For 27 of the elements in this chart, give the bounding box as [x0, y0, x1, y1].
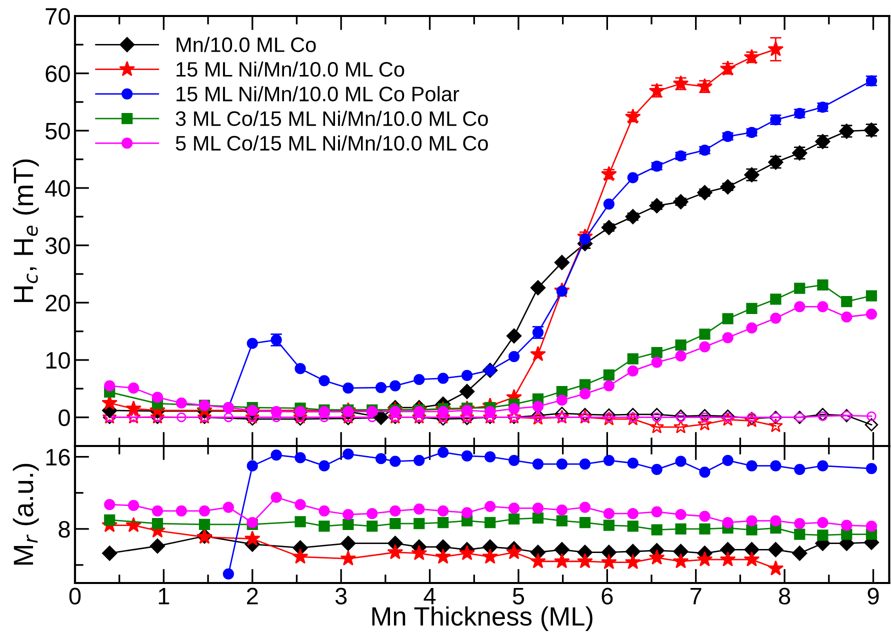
y-axis-title: H$_{c}$, H$_{e}$ (mT)	[12, 159, 39, 302]
y-tick-label: 0	[58, 409, 70, 426]
x-axis-title: Mn Thickness (ML)	[372, 606, 592, 631]
y-tick-label: 10	[46, 352, 70, 369]
x-tick-label: 3	[335, 588, 347, 605]
y-tick-label: 8	[58, 520, 70, 538]
x-tick-label: 7	[690, 588, 702, 604]
legend-label: 15 ML Ni/Mn/10.0 ML Co Polar	[176, 86, 460, 102]
y-tick-label: 60	[46, 65, 70, 82]
x-tick-label: 8	[779, 588, 790, 605]
y-tick-label: 40	[45, 180, 70, 197]
legend-label: Mn/10.0 ML Co	[176, 36, 316, 52]
x-tick-label: 9	[868, 588, 879, 605]
y-tick-label: 20	[46, 294, 70, 312]
legend-label: 3 ML Co/15 ML Ni/Mn/10.0 ML Co	[176, 110, 488, 126]
y-tick-label: 30	[45, 237, 70, 254]
x-tick-label: 2	[247, 588, 258, 604]
x-tick-label: 5	[512, 588, 524, 605]
y-tick-label: 70	[46, 8, 70, 25]
y-axis-title: M$_{r}$ (a.u.)	[12, 464, 39, 565]
y-tick-label: 50	[46, 122, 70, 140]
y-tick-label: 16	[46, 448, 70, 466]
legend-label: 15 ML Ni/Mn/10.0 ML Co	[176, 61, 404, 77]
x-tick-label: 6	[602, 588, 613, 605]
x-tick-label: 1	[158, 588, 170, 604]
legend-label: 5 ML Co/15 ML Ni/Mn/10.0 ML Co	[176, 135, 488, 151]
x-tick-label: 4	[424, 588, 436, 604]
